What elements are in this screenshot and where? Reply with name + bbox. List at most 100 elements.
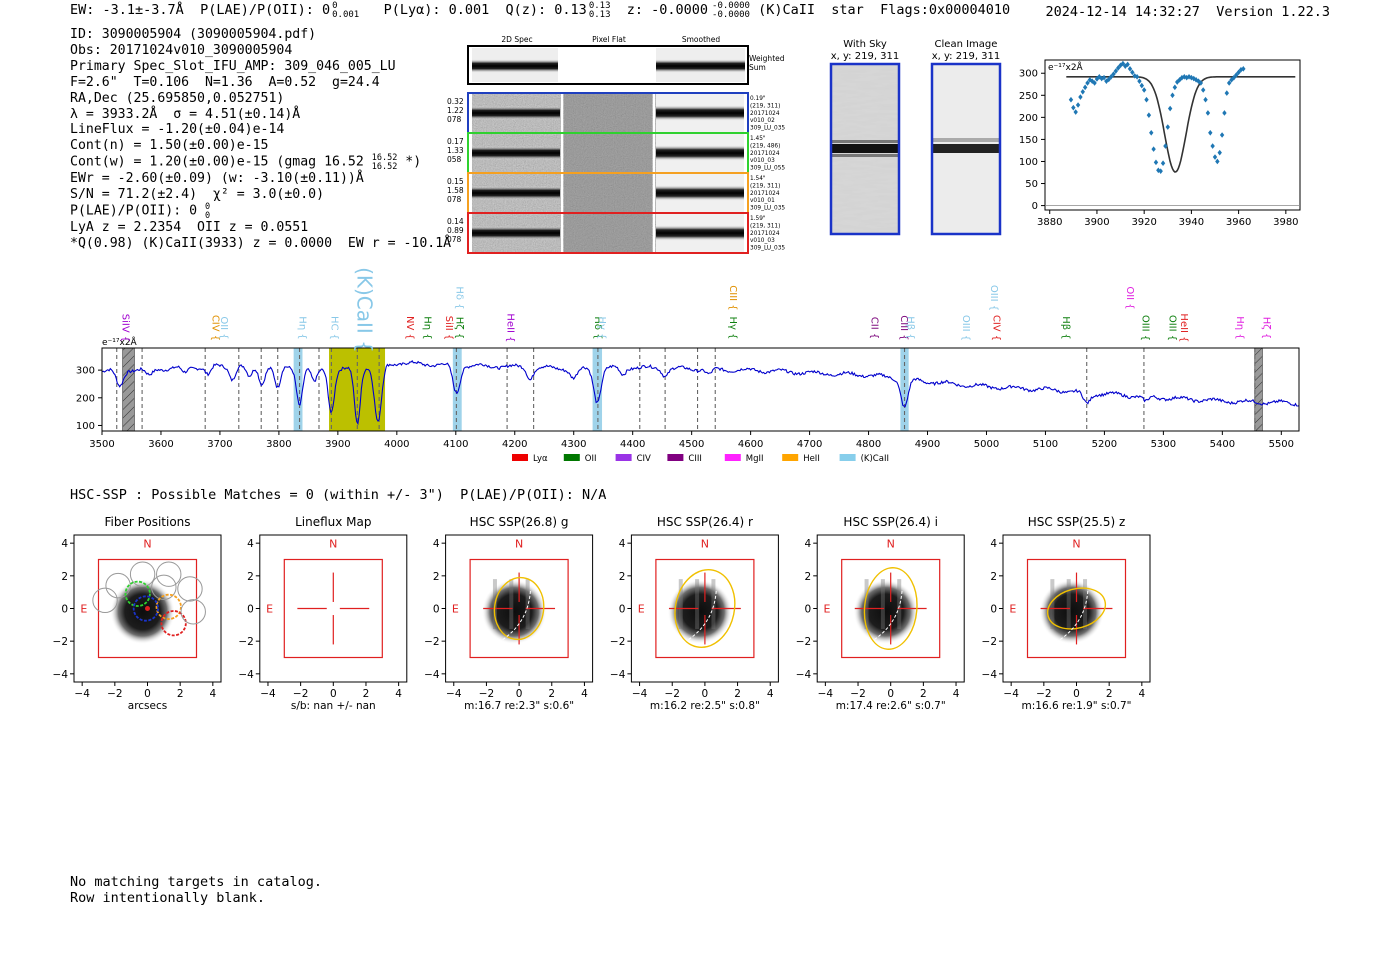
spec-band xyxy=(472,226,560,240)
legend-label: MgII xyxy=(746,454,764,464)
spec-legend: Lyα OII CIV CIII MgII HeII (K)CaII xyxy=(512,454,889,464)
legend-swatch xyxy=(615,454,632,461)
zoom-data-point xyxy=(1137,78,1142,84)
hsc-xtick-label: −2 xyxy=(293,688,308,700)
cutout-header: 2D Spec xyxy=(501,35,532,44)
plae-value: P(LAE)/P(OII): 0 xyxy=(200,2,331,18)
hsc-xtick-label: 4 xyxy=(1138,688,1145,700)
hsc-xtick-label: 0 xyxy=(887,688,894,700)
cutout-left-text: 1.58 xyxy=(447,186,464,195)
pixel-flat-noise xyxy=(564,94,652,132)
cutout-right-text: 309_LU_055 xyxy=(750,166,785,172)
hsc-xtick-label: −4 xyxy=(1003,688,1019,700)
spec-ytick-label: 100 xyxy=(76,421,95,432)
smoothed-band xyxy=(656,225,744,241)
hsc-panel-title: HSC SSP(26.4) r xyxy=(657,515,753,529)
cutout-left-text: 078 xyxy=(447,235,462,244)
spec-axes-frame xyxy=(101,347,1300,432)
spec-band xyxy=(472,106,560,120)
hsc-panel-xlabel: s/b: nan +/- nan xyxy=(291,700,376,712)
spec-ytick-label: 200 xyxy=(76,393,95,404)
north-label: N xyxy=(515,537,523,550)
hsc-ytick-label: 4 xyxy=(247,538,254,550)
zoom-xtick-label: 3960 xyxy=(1226,217,1251,228)
contw-end: *) xyxy=(405,154,422,170)
spec-masked-band xyxy=(122,347,135,432)
hsc-matches-line: HSC-SSP : Possible Matches = 0 (within +… xyxy=(70,487,607,503)
spec-xtick-label: 4000 xyxy=(384,439,409,450)
hsc-aperture-ellipse xyxy=(1046,587,1107,630)
summary-radec: RA,Dec (25.695850,0.052751) xyxy=(70,90,285,106)
hsc-xtick-label: 0 xyxy=(330,688,337,700)
north-label: N xyxy=(701,537,709,550)
spec-ytick-label: 300 xyxy=(76,366,95,377)
galaxy-image xyxy=(481,579,547,645)
zoom-xtick-label: 3880 xyxy=(1037,217,1062,228)
zoom-xtick-label: 3900 xyxy=(1084,217,1109,228)
legend-swatch xyxy=(782,454,799,461)
spec-line-label: CIV { xyxy=(209,315,220,341)
legend-swatch xyxy=(512,454,528,461)
spec-line-label: Hβ { xyxy=(904,316,915,339)
hsc-ytick-label: −4 xyxy=(53,669,69,681)
hsc-ytick-label: 2 xyxy=(619,571,626,583)
hsc-ytick-label: −4 xyxy=(982,669,998,681)
spec-xtick-label: 5000 xyxy=(974,439,999,450)
cutout-right-text: 309_LU_035 xyxy=(750,246,785,252)
hsc-search-box xyxy=(469,558,569,659)
pixel-flat-noise xyxy=(564,214,652,252)
hsc-search-box xyxy=(655,558,755,659)
summary-id: ID: 3090005904 (3090005904.pdf) xyxy=(70,27,317,42)
summary-contw: Cont(w) = 1.20(±0.00)e-15 (gmag 16.52 16… xyxy=(70,154,451,171)
legend-label: CIV xyxy=(637,454,651,464)
north-label: N xyxy=(329,537,337,550)
z-sub: -0.0000 xyxy=(712,10,750,20)
cutout-right-text: v010_02 xyxy=(750,118,775,124)
spec-line-label: Hγ { xyxy=(727,317,738,340)
spec-band xyxy=(472,146,560,160)
cutout-right-text: 309_LU_035 xyxy=(750,206,785,212)
hsc-xtick-label: 4 xyxy=(395,688,402,700)
galaxy-streak xyxy=(525,579,530,630)
hsc-xtick-label: 2 xyxy=(177,688,184,700)
hsc-ytick-label: −2 xyxy=(424,636,439,648)
spec-line-label: HeII { xyxy=(505,313,516,342)
smoothed-band xyxy=(656,185,744,201)
line-id: (K)CaII xyxy=(758,2,816,18)
hsc-aperture-ellipse xyxy=(863,567,918,650)
hsc-xtick-label: −4 xyxy=(632,688,648,700)
spec-shaded-band xyxy=(900,348,909,431)
zoom-data-point xyxy=(1118,62,1123,69)
spec-line-label: Hη { xyxy=(1234,316,1245,339)
legend-label: OII xyxy=(585,454,597,464)
z-sup: -0.0000 xyxy=(712,1,750,11)
hsc-panel-xlabel: arcsecs xyxy=(128,700,167,712)
north-label: N xyxy=(1072,537,1080,550)
z-value: z: -0.0000 xyxy=(626,2,709,18)
cutout-header: Pixel Flat xyxy=(592,35,626,44)
hsc-xtick-label: −2 xyxy=(479,688,494,700)
hsc-panel: HSC SSP(26.8) g N E −4 −4 −2 −2 0 0 2 2 4 4 m:16.7 re… xyxy=(424,515,594,712)
hsc-xtick-label: 4 xyxy=(953,688,960,700)
north-label: N xyxy=(887,537,895,550)
spec-xtick-label: 5100 xyxy=(1033,439,1058,450)
fiber-circle xyxy=(177,576,203,602)
qz-value: Q(z): 0.13 xyxy=(505,2,587,18)
spec-line-label: Hδ { xyxy=(592,316,603,339)
contw-sup: 16.52 xyxy=(371,153,398,164)
hsc-aperture-ellipse xyxy=(674,568,736,649)
hsc-ytick-label: −2 xyxy=(982,636,997,648)
smoothed-band xyxy=(656,145,744,161)
spec-line-label: OII { xyxy=(1124,286,1135,309)
zoom-data-point xyxy=(1139,82,1145,89)
with-sky-xy: x, y: 219, 311 xyxy=(831,51,900,62)
cutout-right-text: 309_LU_035 xyxy=(750,126,785,132)
spec-line-label: CIV { xyxy=(991,315,1002,341)
fiber-circle xyxy=(132,595,159,622)
hsc-ytick-label: −2 xyxy=(610,636,625,648)
hsc-xtick-label: −2 xyxy=(1036,688,1051,700)
cutout-right-text: 20171024 xyxy=(750,151,780,157)
spec-shaded-band xyxy=(592,348,603,431)
hsc-panel-bg xyxy=(259,535,407,682)
